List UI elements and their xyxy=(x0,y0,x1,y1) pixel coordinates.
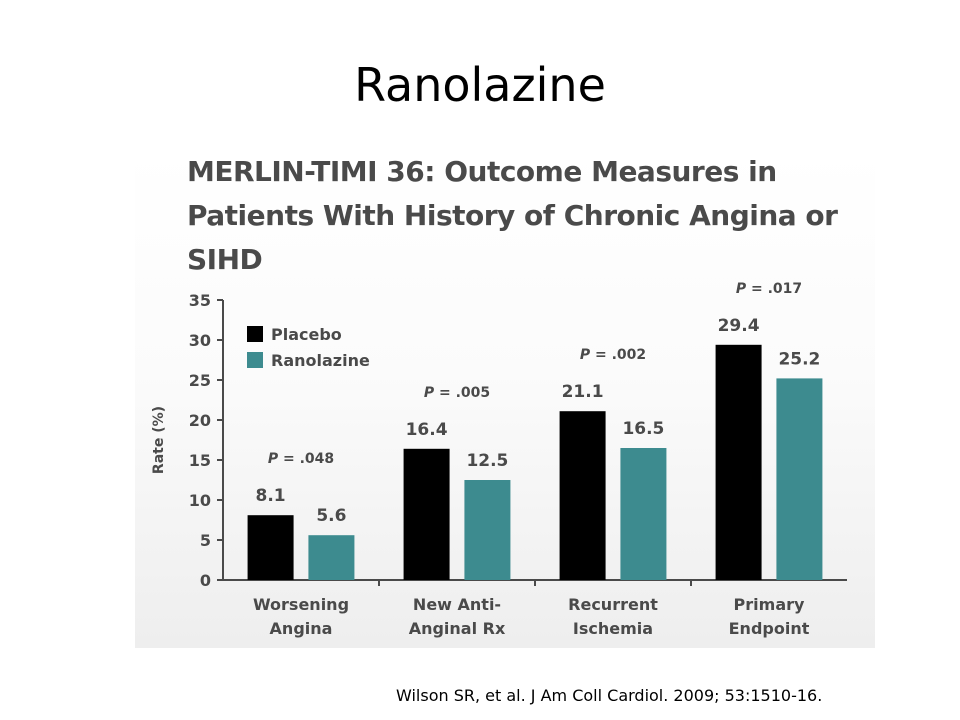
x-category-label: Primary xyxy=(734,595,805,614)
data-label: 8.1 xyxy=(256,486,286,506)
bar-placebo xyxy=(403,448,450,580)
data-label: 25.2 xyxy=(778,349,820,369)
p-value-annotation: P = .002 xyxy=(580,347,646,363)
y-tick-label: 15 xyxy=(189,451,211,470)
chart-title: MERLIN-TIMI 36: Outcome Measures in Pati… xyxy=(187,150,867,282)
bar-ranolazine xyxy=(308,535,355,580)
legend-label: Placebo xyxy=(271,325,342,344)
bar-placebo xyxy=(715,344,762,580)
p-value-annotation: P = .048 xyxy=(268,451,334,467)
x-category-label: New Anti- xyxy=(413,595,501,614)
citation: Wilson SR, et al. J Am Coll Cardiol. 200… xyxy=(396,686,823,705)
chart-title-line: Patients With History of Chronic Angina … xyxy=(187,199,838,232)
data-label: 29.4 xyxy=(718,316,760,336)
data-label: 12.5 xyxy=(466,451,508,471)
data-label: 16.5 xyxy=(622,419,664,439)
bar-chart: 0 5 10 15 20 25 30 35 Rate (%) 8.1 5.6 P = .048 Wors… xyxy=(151,281,847,638)
x-category-label: Angina xyxy=(270,619,333,638)
chart-title-line: SIHD xyxy=(187,243,263,276)
legend-swatch xyxy=(247,352,263,368)
y-tick-label: 5 xyxy=(200,531,211,550)
x-category-label: Endpoint xyxy=(729,619,810,638)
bar-placebo xyxy=(559,411,606,580)
p-value-annotation: P = .005 xyxy=(424,385,490,401)
data-label: 16.4 xyxy=(406,420,448,440)
y-tick-label: 25 xyxy=(189,371,211,390)
y-axis-title: Rate (%) xyxy=(151,406,167,474)
x-category-label: Ischemia xyxy=(573,619,653,638)
y-tick-label: 35 xyxy=(189,291,211,310)
y-tick-label: 10 xyxy=(189,491,211,510)
data-label: 21.1 xyxy=(562,382,604,402)
slide-title: Ranolazine xyxy=(354,58,606,112)
y-tick-label: 30 xyxy=(189,331,211,350)
legend-label: Ranolazine xyxy=(271,351,370,370)
chart-title-line: MERLIN-TIMI 36: Outcome Measures in xyxy=(187,155,777,188)
legend-swatch xyxy=(247,326,263,342)
bar-placebo xyxy=(247,515,294,580)
y-tick-label: 0 xyxy=(200,571,211,590)
data-label: 5.6 xyxy=(316,506,346,526)
x-category-label: Recurrent xyxy=(568,595,658,614)
chart-figure: MERLIN-TIMI 36: Outcome Measures in Pati… xyxy=(135,150,875,648)
x-category-label: Worsening xyxy=(253,595,349,614)
bar-ranolazine xyxy=(464,480,511,580)
x-category-label: Anginal Rx xyxy=(409,619,506,638)
p-value-annotation: P = .017 xyxy=(736,281,802,297)
bar-ranolazine xyxy=(776,378,823,580)
y-tick-label: 20 xyxy=(189,411,211,430)
bar-ranolazine xyxy=(620,448,667,580)
